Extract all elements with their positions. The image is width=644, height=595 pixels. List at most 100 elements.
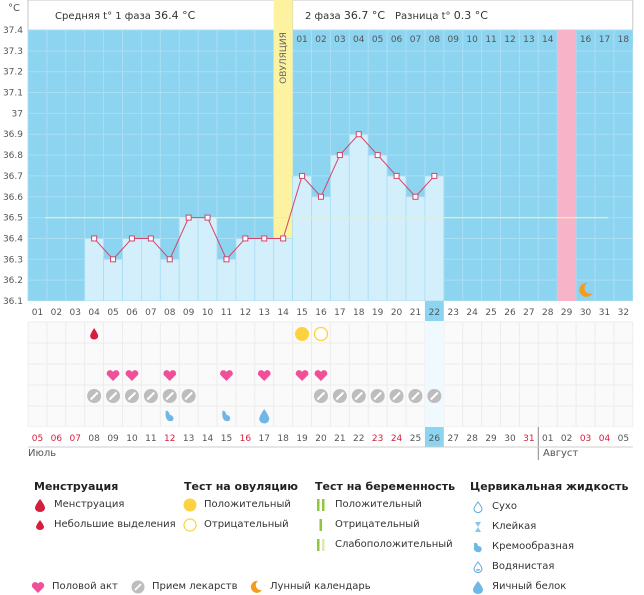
- cycle-day-label: 10: [202, 308, 214, 318]
- calendar-date-label: 18: [277, 434, 289, 444]
- temp-point: [412, 193, 419, 200]
- calendar-date-label: 07: [70, 434, 81, 444]
- temp-bar: [405, 196, 426, 302]
- legend-moon: Лунный календарь: [248, 580, 371, 594]
- temp-point: [166, 256, 173, 263]
- phase2-label: 2 фаза: [305, 11, 341, 22]
- temp-bar: [140, 238, 161, 302]
- legend-ovulation-positive-label: Положительный: [204, 499, 291, 510]
- heart-icon: [220, 370, 233, 381]
- unit-label: °C: [8, 3, 20, 14]
- calendar-date-label: 31: [523, 434, 534, 444]
- cycle-day-label: 19: [372, 308, 384, 318]
- temp-bar: [292, 175, 312, 302]
- cycle-day-label: 07: [145, 308, 156, 318]
- temp-bar: [367, 154, 388, 302]
- legend-medication: Прием лекарств: [130, 580, 238, 594]
- eggwhite-fluid-icon: [259, 409, 270, 424]
- double-bar-icon: [313, 498, 329, 512]
- bbt-chart: 01 02 03 04 05 06 07 08 09 10 11 12 13 14 15 16 17 18 37.4…: [3, 0, 634, 460]
- empty-circle-icon: [182, 518, 198, 532]
- temp-point: [128, 235, 135, 242]
- legend-medication-label: Прием лекарств: [152, 581, 238, 592]
- creamy-fluid-icon: [222, 410, 231, 422]
- y-tick-label: 37.2: [3, 68, 23, 78]
- legend-spotting-label: Небольшие выделения: [54, 519, 176, 530]
- temp-point: [185, 214, 192, 221]
- heart-icon: [163, 370, 177, 381]
- legend-cervical-sticky: Клейкая: [470, 520, 536, 534]
- cycle-day-label: 30: [580, 308, 592, 318]
- legend-cervical-watery: Водянистая: [470, 560, 554, 574]
- calendar-date-label: 13: [183, 434, 194, 444]
- calendar-date-label: 28: [466, 434, 478, 444]
- legend-pregnancy-positive-label: Положительный: [335, 499, 422, 510]
- top-day-label: 08: [429, 35, 441, 45]
- calendar-date-label: 05: [32, 434, 43, 444]
- calendar-date-label: 21: [334, 434, 345, 444]
- creamy-icon: [470, 540, 486, 554]
- eggwhite-drop-icon: [470, 580, 486, 594]
- diff-summary: Разница t° 0.3 °C: [395, 9, 488, 22]
- legend-spotting: Небольшие выделения: [32, 518, 176, 532]
- calendar-date-label: 23: [372, 434, 383, 444]
- legend-cervical-dry: Сухо: [470, 500, 517, 514]
- pill-stripe: [316, 391, 326, 401]
- temp-bar: [311, 196, 331, 302]
- legend-pregnancy-title: Тест на беременность: [315, 480, 456, 493]
- moon-icon: [248, 580, 264, 594]
- temp-point: [393, 172, 400, 179]
- creamy-fluid-icon: [165, 410, 174, 422]
- y-tick-label: 36.7: [3, 172, 23, 182]
- temp-bar: [103, 258, 123, 302]
- cycle-day-label: 13: [259, 308, 270, 318]
- calendar-date-label: 11: [145, 434, 156, 444]
- cycle-day-label: 06: [126, 308, 138, 318]
- pill-icon: [130, 580, 146, 594]
- pill-stripe: [146, 391, 156, 401]
- pill-stripe: [335, 391, 345, 401]
- top-day-label: 07: [410, 35, 421, 45]
- pill-stripe: [165, 391, 174, 401]
- y-tick-label: 36.1: [3, 297, 23, 307]
- temp-point: [374, 152, 381, 159]
- temp-point: [242, 235, 249, 242]
- sticky-icon: [470, 520, 486, 534]
- pill-stripe: [373, 391, 382, 401]
- cycle-day-label: 24: [466, 308, 478, 318]
- cycle-day-label: 17: [334, 308, 345, 318]
- temp-point: [280, 235, 287, 242]
- legend-menstruation-title: Менструация: [34, 480, 119, 493]
- legend-cervical-title: Цервикальная жидкость: [470, 480, 629, 493]
- calendar-date-label: 02: [561, 434, 572, 444]
- temp-point: [91, 235, 98, 242]
- moon-icon: [579, 282, 593, 297]
- pill-stripe: [411, 391, 420, 401]
- legend-cervical-eggwhite: Яичный белок: [470, 580, 566, 594]
- cycle-day-label: 02: [51, 308, 62, 318]
- y-tick-label: 37.4: [3, 26, 23, 36]
- pill-stripe: [127, 391, 137, 401]
- pill-stripe: [89, 391, 99, 401]
- calendar-date-label: 14: [202, 434, 214, 444]
- dry-drop-icon: [470, 500, 486, 514]
- temp-bar: [216, 258, 237, 302]
- temp-bar: [329, 154, 350, 302]
- legend-cervical-creamy: Кремообразная: [470, 540, 574, 554]
- legend-pregnancy-negative-label: Отрицательный: [335, 519, 420, 530]
- top-day-label: 10: [466, 35, 478, 45]
- temp-bar: [273, 238, 294, 302]
- drop-large-icon: [32, 498, 48, 512]
- temp-bar: [254, 238, 275, 302]
- ovulation-label: ОВУЛЯЦИЯ: [279, 32, 289, 84]
- phase1-summary: Средняя t° 1 фаза 36.4 °C: [55, 9, 195, 22]
- legend-intercourse: Половой акт: [30, 580, 118, 594]
- phase2-value: 36.7 °C: [343, 9, 386, 22]
- cycle-day-label: 23: [448, 308, 459, 318]
- legend-moon-label: Лунный календарь: [270, 581, 371, 592]
- top-day-label: 09: [448, 35, 460, 45]
- y-tick-label: 36.9: [3, 130, 23, 140]
- cycle-day-label: 20: [391, 308, 403, 318]
- temp-bar: [122, 238, 142, 302]
- cycle-day-label: 22: [429, 308, 440, 318]
